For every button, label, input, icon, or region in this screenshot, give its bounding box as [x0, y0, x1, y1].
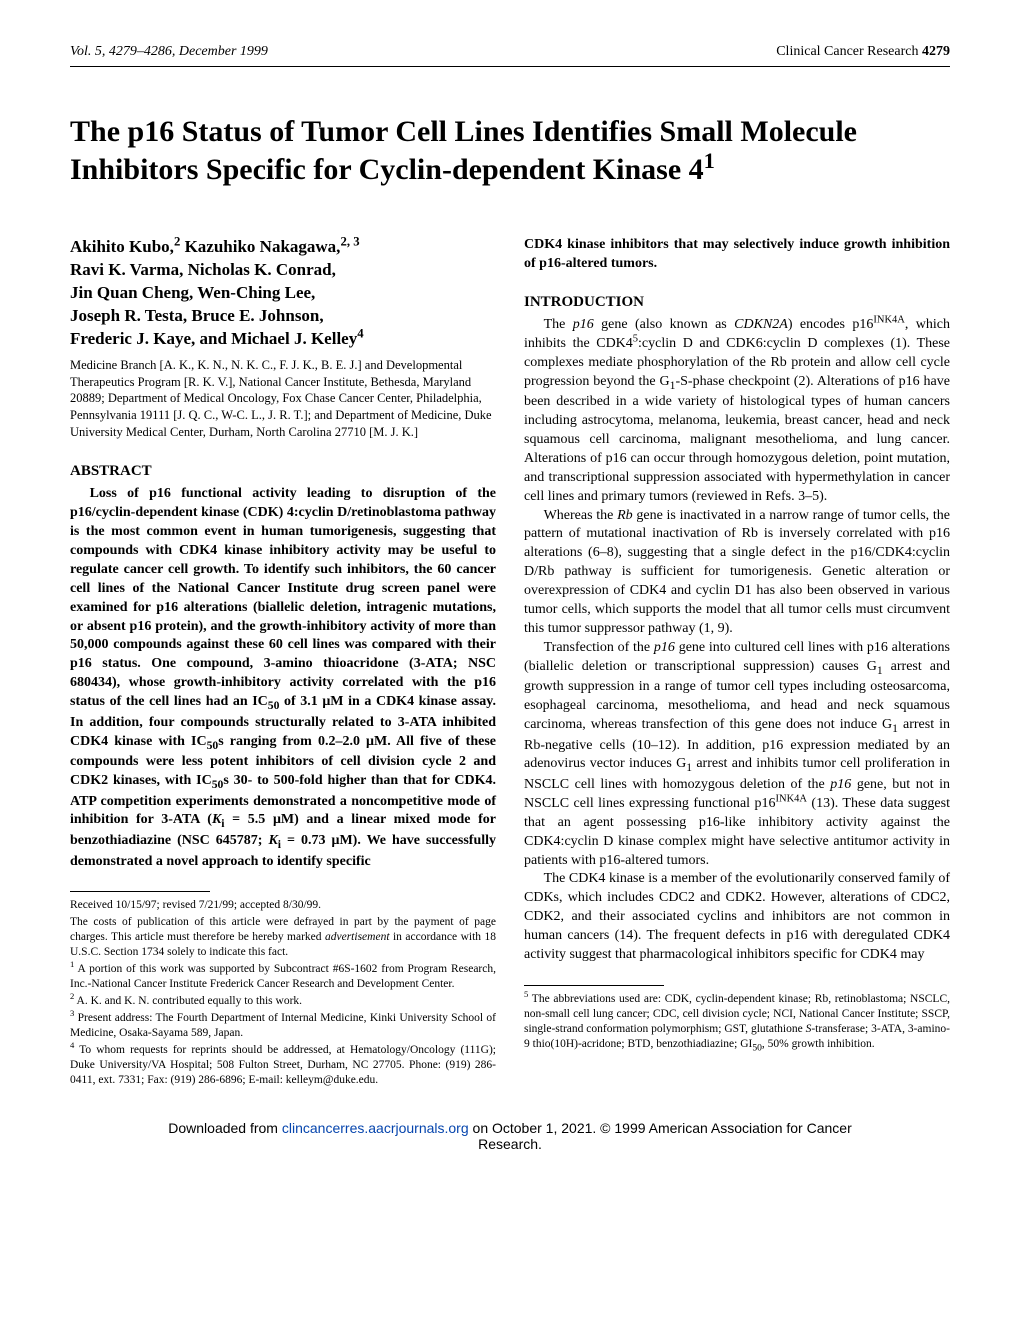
- page-number: 4279: [922, 44, 950, 59]
- abstract-heading: ABSTRACT: [70, 461, 496, 481]
- footnote-rule: [524, 985, 664, 986]
- intro-paragraph: The CDK4 kinase is a member of the evolu…: [524, 870, 950, 964]
- footnote-3: 3 Present address: The Fourth Department…: [70, 1011, 496, 1041]
- intro-paragraph: The p16 gene (also known as CDKN2A) enco…: [524, 316, 950, 507]
- left-column: Akihito Kubo,2 Kazuhiko Nakagawa,2, 3Rav…: [70, 236, 496, 1090]
- footnote-received: Received 10/15/97; revised 7/21/99; acce…: [70, 898, 496, 913]
- abstract-paragraph: Loss of p16 functional activity leading …: [70, 485, 496, 871]
- intro-paragraph: Transfection of the p16 gene into cultur…: [524, 639, 950, 871]
- page-root: Vol. 5, 4279–4286, December 1999 Clinica…: [0, 0, 1020, 1182]
- footnote-1: 1 A portion of this work was supported b…: [70, 962, 496, 992]
- banner-middle: on October 1, 2021. © 1999 American Asso…: [469, 1120, 852, 1136]
- author-list: Akihito Kubo,2 Kazuhiko Nakagawa,2, 3Rav…: [70, 236, 496, 351]
- right-column: CDK4 kinase inhibitors that may selectiv…: [524, 236, 950, 1090]
- footnote-costs: The costs of publication of this article…: [70, 915, 496, 960]
- banner-line2: Research.: [478, 1136, 542, 1152]
- running-head: Vol. 5, 4279–4286, December 1999 Clinica…: [70, 44, 950, 67]
- introduction-heading: INTRODUCTION: [524, 292, 950, 312]
- abstract-body: Loss of p16 functional activity leading …: [70, 485, 496, 871]
- journal-name: Clinical Cancer Research: [776, 44, 918, 59]
- abstract-continuation: CDK4 kinase inhibitors that may selectiv…: [524, 236, 950, 274]
- running-head-right: Clinical Cancer Research 4279: [776, 44, 950, 60]
- footnote-2: 2 A. K. and K. N. contributed equally to…: [70, 994, 496, 1009]
- right-footnotes: 5 The abbreviations used are: CDK, cycli…: [524, 992, 950, 1055]
- affiliations: Medicine Branch [A. K., K. N., N. K. C.,…: [70, 357, 496, 441]
- banner-prefix: Downloaded from: [168, 1120, 282, 1136]
- article-title: The p16 Status of Tumor Cell Lines Ident…: [70, 113, 950, 188]
- intro-paragraph: Whereas the Rb gene is inactivated in a …: [524, 507, 950, 639]
- download-banner: Downloaded from clincancerres.aacrjourna…: [70, 1120, 950, 1162]
- footnote-rule: [70, 891, 210, 892]
- running-head-left: Vol. 5, 4279–4286, December 1999: [70, 44, 268, 60]
- footnote-5: 5 The abbreviations used are: CDK, cycli…: [524, 992, 950, 1055]
- banner-link[interactable]: clincancerres.aacrjournals.org: [282, 1120, 469, 1136]
- two-column-layout: Akihito Kubo,2 Kazuhiko Nakagawa,2, 3Rav…: [70, 236, 950, 1090]
- footnote-4: 4 To whom requests for reprints should b…: [70, 1043, 496, 1088]
- left-footnotes: Received 10/15/97; revised 7/21/99; acce…: [70, 898, 496, 1087]
